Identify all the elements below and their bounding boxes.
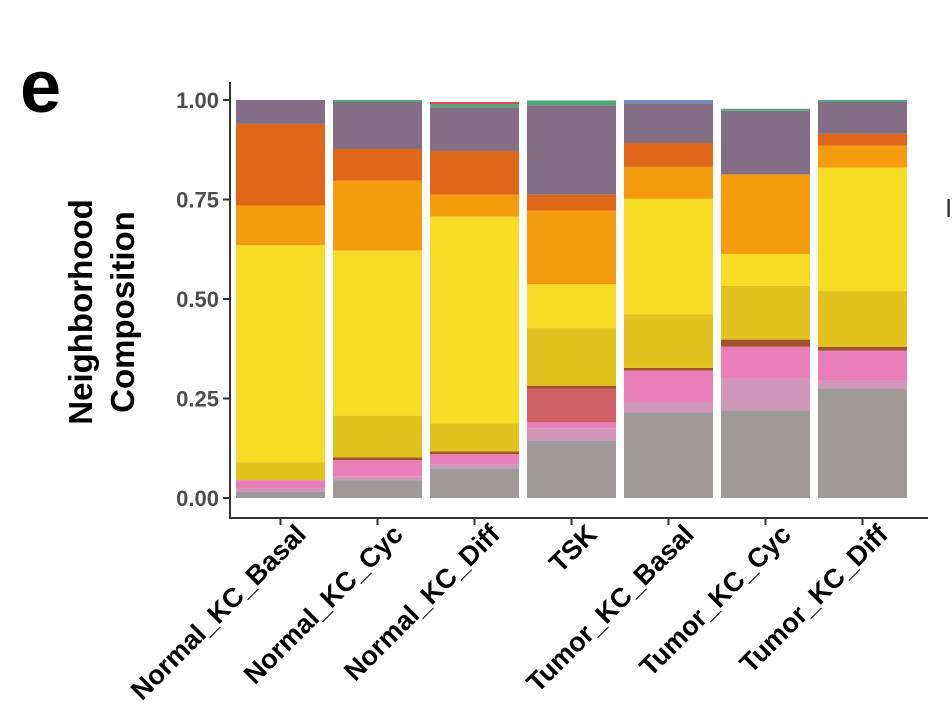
bar-segment-tsk-gray — [527, 440, 616, 498]
bar-segment-tsk-yellow — [527, 284, 616, 329]
bar-segment-normal-kc-cyc-dark-orange — [333, 148, 422, 181]
bar-segment-normal-kc-cyc-light-pink — [333, 476, 422, 481]
bar-segment-tumor-kc-basal-pink — [624, 370, 713, 403]
bar-segment-tumor-kc-cyc-light-pink — [721, 378, 810, 411]
bar-segment-tsk-red — [527, 388, 616, 423]
bar-segment-normal-kc-diff-dark-orange — [430, 150, 519, 195]
bar-stack-normal-kc-diff — [430, 101, 519, 498]
bar-segment-tumor-kc-diff-olive-yellow — [818, 291, 907, 347]
bar-segment-normal-kc-diff-dark-red — [430, 451, 519, 455]
bar-segment-normal-kc-diff-crimson — [430, 101, 519, 104]
bar-segment-normal-kc-diff-purple — [430, 107, 519, 151]
bar-stack-tumor-kc-cyc — [721, 108, 810, 498]
bar-segment-normal-kc-cyc-pink — [333, 460, 422, 477]
bar-segment-normal-kc-basal-dark-orange — [236, 123, 325, 206]
bar-stack-tsk — [527, 100, 616, 498]
bar-segment-normal-kc-cyc-olive-yellow — [333, 415, 422, 458]
bar-segment-tsk-green — [527, 100, 616, 106]
axes — [229, 82, 928, 519]
bar-segment-tsk-orange — [527, 210, 616, 285]
bar-segment-tumor-kc-basal-blue — [624, 100, 713, 104]
bar-segment-tumor-kc-diff-dark-red — [818, 346, 907, 351]
bar-segment-tumor-kc-diff-gray — [818, 388, 907, 498]
y-axis-title-line-2: Composition — [104, 211, 141, 413]
bar-stack-tumor-kc-basal — [624, 100, 713, 498]
bar-segment-tumor-kc-cyc-purple — [721, 110, 810, 175]
panel-label: e — [20, 45, 61, 128]
bar-segment-tumor-kc-cyc-dark-red — [721, 339, 810, 347]
legend-fragment-text: I — [945, 193, 952, 223]
y-axis-ticks: 0.00 0.25 0.50 0.75 1.00 — [176, 88, 230, 511]
bar-segment-normal-kc-basal-light-pink — [236, 488, 325, 493]
y-tick-label: 0.75 — [176, 188, 219, 213]
bar-stack-normal-kc-basal — [236, 100, 325, 498]
bar-segment-tsk-dark-red — [527, 385, 616, 389]
bar-segment-normal-kc-diff-orange — [430, 194, 519, 217]
x-tick-label: Tumor_KC_Basal — [521, 519, 700, 698]
bar-stack-normal-kc-cyc — [333, 100, 422, 498]
x-tick-label: TSK — [543, 519, 603, 579]
bar-segment-tumor-kc-basal-yellow — [624, 198, 713, 315]
bar-segment-tumor-kc-diff-purple — [818, 101, 907, 134]
y-axis-title-line-1: Neighborhood — [62, 199, 99, 424]
bar-segment-tumor-kc-basal-orange — [624, 166, 713, 199]
y-tick-label: 0.25 — [176, 387, 219, 412]
bar-segment-normal-kc-cyc-yellow — [333, 250, 422, 416]
bar-segment-normal-kc-diff-yellow — [430, 216, 519, 424]
bar-segment-tumor-kc-diff-light-pink — [818, 380, 907, 389]
bar-segment-normal-kc-diff-green — [430, 103, 519, 108]
bars — [236, 100, 907, 498]
bar-segment-tumor-kc-cyc-green — [721, 108, 810, 111]
bar-segment-tumor-kc-basal-light-pink — [624, 402, 713, 413]
bar-segment-normal-kc-diff-olive-yellow — [430, 423, 519, 452]
bar-segment-tumor-kc-basal-purple — [624, 103, 713, 143]
bar-segment-tumor-kc-cyc-gray — [721, 410, 810, 498]
bar-segment-normal-kc-cyc-gray — [333, 480, 422, 498]
bar-segment-tsk-pink — [527, 422, 616, 429]
bar-segment-normal-kc-basal-pink — [236, 480, 325, 489]
y-axis-title: Neighborhood Composition — [62, 199, 141, 424]
bar-segment-normal-kc-cyc-purple — [333, 101, 422, 149]
bar-segment-tumor-kc-cyc-pink — [721, 346, 810, 379]
bar-segment-tumor-kc-basal-olive-yellow — [624, 314, 713, 368]
y-tick-label: 0.50 — [176, 287, 219, 312]
bar-segment-normal-kc-cyc-dark-red — [333, 457, 422, 461]
bar-segment-tumor-kc-diff-dark-orange — [818, 133, 907, 146]
bar-segment-tsk-olive-yellow — [527, 328, 616, 386]
bar-segment-tumor-kc-basal-dark-red — [624, 367, 713, 371]
bar-segment-normal-kc-cyc-orange — [333, 180, 422, 251]
bar-segment-tumor-kc-cyc-orange — [721, 174, 810, 255]
y-tick-label: 1.00 — [176, 88, 219, 113]
bar-segment-normal-kc-basal-purple — [236, 100, 325, 124]
bar-segment-tumor-kc-diff-pink — [818, 350, 907, 381]
bar-segment-tumor-kc-cyc-yellow — [721, 254, 810, 286]
x-tick-label: Normal_KC_Basal — [125, 519, 312, 706]
bar-segment-normal-kc-diff-gray — [430, 468, 519, 498]
bar-segment-normal-kc-basal-yellow — [236, 245, 325, 463]
bar-segment-tsk-dark-orange — [527, 194, 616, 211]
bar-segment-tumor-kc-basal-gray — [624, 412, 713, 498]
bar-segment-tsk-light-pink — [527, 428, 616, 441]
bar-segment-tumor-kc-diff-green — [818, 100, 907, 102]
bar-segment-normal-kc-basal-olive-yellow — [236, 462, 325, 481]
y-tick-label: 0.00 — [176, 486, 219, 511]
x-axis-ticks: Normal_KC_BasalNormal_KC_CycNormal_KC_Di… — [125, 518, 894, 706]
bar-segment-normal-kc-cyc-green — [333, 100, 422, 102]
bar-segment-tumor-kc-basal-dark-orange — [624, 142, 713, 167]
bar-segment-tsk-purple — [527, 105, 616, 195]
bar-segment-normal-kc-basal-gray — [236, 492, 325, 498]
bar-segment-tumor-kc-diff-yellow — [818, 167, 907, 292]
bar-segment-normal-kc-basal-orange — [236, 205, 325, 246]
bar-segment-normal-kc-diff-light-pink — [430, 464, 519, 469]
bar-stack-tumor-kc-diff — [818, 100, 907, 498]
bar-segment-tumor-kc-cyc-olive-yellow — [721, 285, 810, 340]
bar-segment-normal-kc-diff-pink — [430, 454, 519, 465]
bar-segment-tumor-kc-diff-orange — [818, 145, 907, 168]
